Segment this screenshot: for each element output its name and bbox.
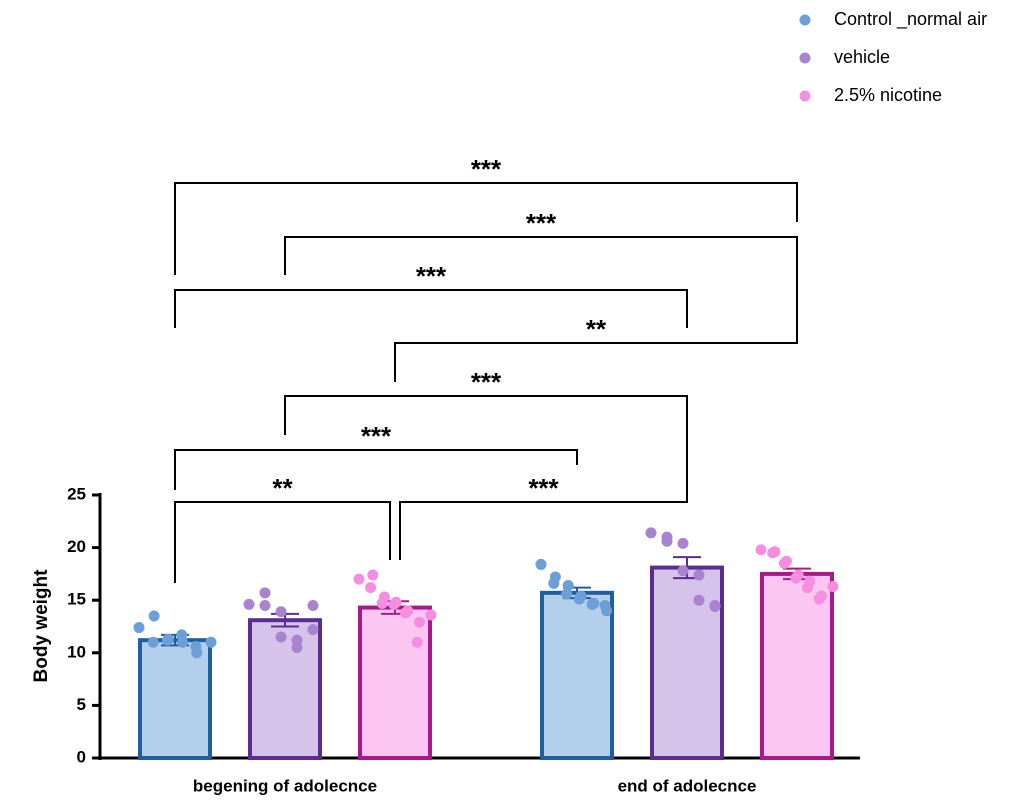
data-point	[573, 593, 585, 605]
legend-marker	[799, 14, 811, 26]
significance-bracket	[174, 182, 798, 275]
data-point	[767, 547, 779, 559]
data-point	[291, 634, 303, 646]
significance-label: **	[272, 473, 293, 503]
data-point	[176, 629, 188, 641]
data-point	[561, 588, 573, 600]
data-point	[790, 572, 802, 584]
y-tick-label: 25	[67, 484, 86, 503]
significance-bracket	[399, 490, 688, 560]
data-point	[802, 582, 814, 594]
data-point	[693, 594, 705, 606]
legend-marker	[799, 52, 811, 64]
data-point	[645, 527, 657, 539]
data-point	[599, 599, 611, 611]
data-point	[205, 636, 217, 648]
y-tick-label: 10	[67, 642, 86, 661]
data-point	[365, 582, 377, 594]
data-point	[307, 599, 319, 611]
data-point	[367, 569, 379, 581]
bar	[540, 590, 614, 760]
y-tick-label: 20	[67, 537, 86, 556]
y-axis-label: Body weight	[31, 569, 52, 683]
data-point	[755, 544, 767, 556]
data-point	[400, 607, 412, 619]
bar	[650, 565, 724, 761]
data-point	[411, 636, 423, 648]
x-tick-label: begening of adolecnce	[193, 776, 377, 795]
bar	[358, 605, 432, 761]
significance-bracket	[284, 395, 688, 490]
x-tick-label: end of adolecnce	[618, 776, 757, 795]
legend-marker	[799, 90, 811, 102]
data-point	[813, 593, 825, 605]
significance-label: **	[586, 314, 607, 344]
data-point	[275, 631, 287, 643]
y-tick-label: 0	[77, 747, 86, 766]
data-point	[307, 624, 319, 636]
bar	[760, 571, 834, 761]
data-point	[413, 616, 425, 628]
significance-label: ***	[471, 154, 502, 184]
data-point	[259, 599, 271, 611]
significance-bracket	[174, 449, 578, 490]
data-point	[133, 622, 145, 634]
data-point	[243, 598, 255, 610]
data-point	[190, 640, 202, 652]
significance-label: ***	[416, 261, 447, 291]
data-point	[353, 573, 365, 585]
significance-label: ***	[528, 473, 559, 503]
significance-bracket	[174, 501, 391, 583]
data-point	[275, 606, 287, 618]
legend-label: 2.5% nicotine	[834, 85, 942, 105]
significance-label: ***	[471, 367, 502, 397]
data-point	[161, 634, 173, 646]
significance-label: ***	[526, 208, 557, 238]
y-tick-label: 15	[67, 590, 86, 609]
y-tick-label: 5	[77, 695, 86, 714]
data-point	[562, 579, 574, 591]
data-point	[259, 587, 271, 599]
data-point	[148, 610, 160, 622]
data-point	[709, 599, 721, 611]
data-point	[677, 565, 689, 577]
significance-bracket	[284, 236, 798, 328]
data-point	[677, 537, 689, 549]
legend-label: vehicle	[834, 47, 890, 67]
data-point	[425, 609, 437, 621]
significance-bracket	[394, 328, 798, 382]
bar	[248, 618, 322, 760]
data-point	[548, 577, 560, 589]
data-point	[586, 598, 598, 610]
legend-label: Control _normal air	[834, 9, 987, 30]
data-point	[147, 636, 159, 648]
significance-bracket	[174, 289, 688, 328]
data-point	[661, 535, 673, 547]
bar	[138, 638, 212, 761]
data-point	[388, 598, 400, 610]
data-point	[778, 557, 790, 569]
data-point	[827, 581, 839, 593]
data-point	[376, 597, 388, 609]
significance-label: ***	[361, 421, 392, 451]
data-point	[693, 569, 705, 581]
data-point	[535, 558, 547, 570]
